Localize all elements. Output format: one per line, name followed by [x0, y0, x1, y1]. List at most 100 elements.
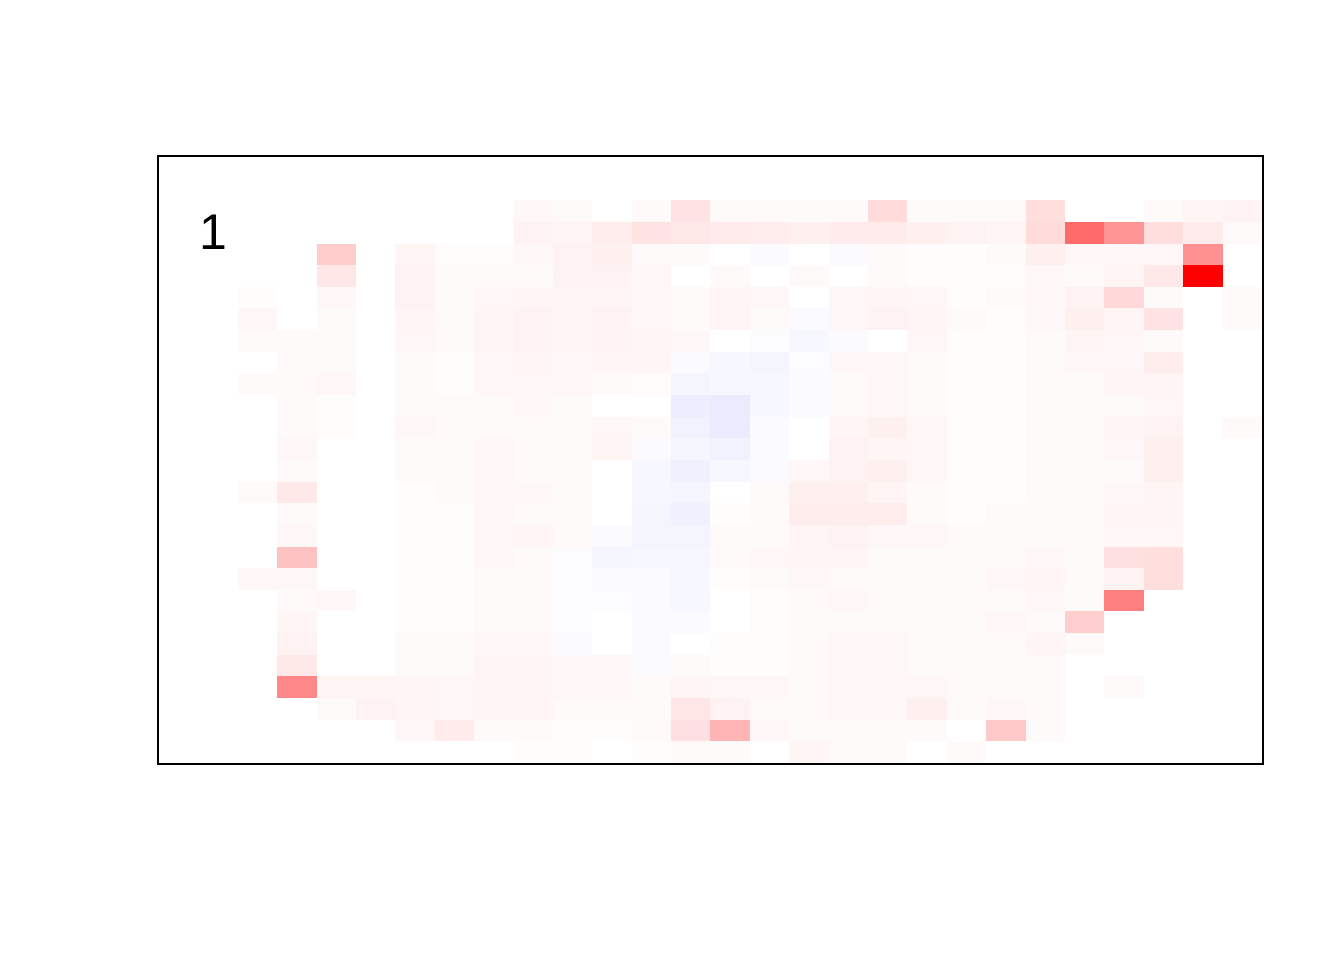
heatmap-cell — [749, 633, 790, 655]
heatmap-cell — [277, 481, 317, 504]
heatmap-cell — [946, 243, 987, 266]
heatmap-cell — [277, 741, 317, 763]
heatmap-cell — [159, 416, 199, 439]
heatmap-cell — [592, 265, 632, 287]
heatmap-cell — [789, 546, 829, 569]
heatmap-cell — [474, 416, 514, 439]
heatmap-cell — [316, 200, 356, 222]
panel-label: 1 — [199, 204, 227, 260]
heatmap-cell — [986, 178, 1026, 201]
heatmap-cell — [513, 373, 553, 396]
heatmap-cell — [986, 654, 1026, 677]
heatmap-cell — [316, 654, 356, 677]
heatmap-cell — [1025, 286, 1066, 309]
heatmap-cell — [592, 524, 632, 547]
heatmap-cell — [316, 459, 356, 482]
heatmap-cell — [946, 633, 987, 655]
heatmap-cell — [631, 438, 672, 460]
heatmap-cell — [868, 265, 908, 287]
heatmap-cell — [316, 546, 356, 569]
heatmap-cell — [277, 286, 317, 309]
heatmap-cell — [552, 698, 593, 720]
heatmap-cell — [513, 286, 553, 309]
heatmap-cell — [710, 351, 750, 374]
heatmap-cell — [789, 351, 829, 374]
heatmap-cell — [631, 481, 672, 504]
heatmap-cell — [237, 611, 278, 634]
heatmap-cell — [986, 589, 1026, 612]
heatmap-cell — [395, 654, 435, 677]
heatmap-cell — [592, 611, 632, 634]
heatmap-cell — [355, 157, 396, 179]
heatmap-cell — [355, 546, 396, 569]
heatmap-cell — [552, 243, 593, 266]
heatmap-cell — [631, 611, 672, 634]
heatmap-cell — [1183, 438, 1223, 460]
heatmap-cell — [1143, 524, 1184, 547]
heatmap-cell — [1222, 286, 1262, 309]
heatmap-cell — [946, 676, 987, 699]
heatmap-cell — [907, 373, 947, 396]
heatmap-cell — [868, 243, 908, 266]
heatmap-cell — [710, 676, 750, 699]
heatmap-cell — [395, 438, 435, 460]
heatmap-cell — [552, 330, 593, 352]
heatmap-cell — [671, 611, 711, 634]
heatmap-cell — [631, 459, 672, 482]
heatmap-cell — [1025, 308, 1066, 331]
heatmap-cell — [1065, 654, 1105, 677]
heatmap-cell — [1222, 698, 1262, 720]
heatmap-cell — [198, 654, 238, 677]
heatmap-cell — [868, 676, 908, 699]
heatmap-cell — [159, 589, 199, 612]
heatmap-cell — [474, 481, 514, 504]
heatmap-cell — [159, 459, 199, 482]
heatmap-cell — [946, 546, 987, 569]
heatmap-cell — [671, 698, 711, 720]
heatmap-cell — [1065, 741, 1105, 763]
heatmap-cell — [552, 373, 593, 396]
heatmap-cell — [434, 611, 475, 634]
heatmap-cell — [159, 221, 199, 244]
heatmap-cell — [552, 503, 593, 525]
heatmap-cell — [1104, 351, 1144, 374]
heatmap-cell — [434, 741, 475, 763]
heatmap-cell — [1025, 676, 1066, 699]
heatmap-cell — [552, 741, 593, 763]
heatmap-cell — [1143, 157, 1184, 179]
heatmap-cell — [1025, 243, 1066, 266]
heatmap-cell — [1065, 286, 1105, 309]
heatmap-cell — [395, 676, 435, 699]
heatmap-cell — [552, 395, 593, 417]
heatmap-cell — [198, 308, 238, 331]
heatmap-cell — [513, 157, 553, 179]
heatmap-cell — [434, 221, 475, 244]
heatmap-cell — [159, 178, 199, 201]
heatmap-cell — [434, 330, 475, 352]
heatmap-cell — [474, 633, 514, 655]
heatmap-cell — [355, 524, 396, 547]
heatmap-cell — [671, 200, 711, 222]
heatmap-cell — [986, 330, 1026, 352]
heatmap-cell — [986, 438, 1026, 460]
heatmap-cell — [474, 676, 514, 699]
heatmap-cell — [552, 157, 593, 179]
heatmap-cell — [316, 330, 356, 352]
heatmap-cell — [513, 265, 553, 287]
heatmap-cell — [671, 654, 711, 677]
heatmap-cell — [789, 719, 829, 742]
heatmap-cell — [749, 589, 790, 612]
heatmap-cell — [1104, 308, 1144, 331]
heatmap-cell — [1222, 373, 1262, 396]
heatmap-cell — [159, 330, 199, 352]
heatmap-cell — [828, 395, 869, 417]
heatmap-cell — [1222, 719, 1262, 742]
heatmap-cell — [395, 351, 435, 374]
heatmap-cell — [986, 221, 1026, 244]
heatmap-cell — [828, 351, 869, 374]
heatmap-cell — [474, 459, 514, 482]
heatmap-cell — [631, 395, 672, 417]
heatmap-cell — [355, 221, 396, 244]
heatmap-cell — [986, 524, 1026, 547]
heatmap-cell — [552, 308, 593, 331]
